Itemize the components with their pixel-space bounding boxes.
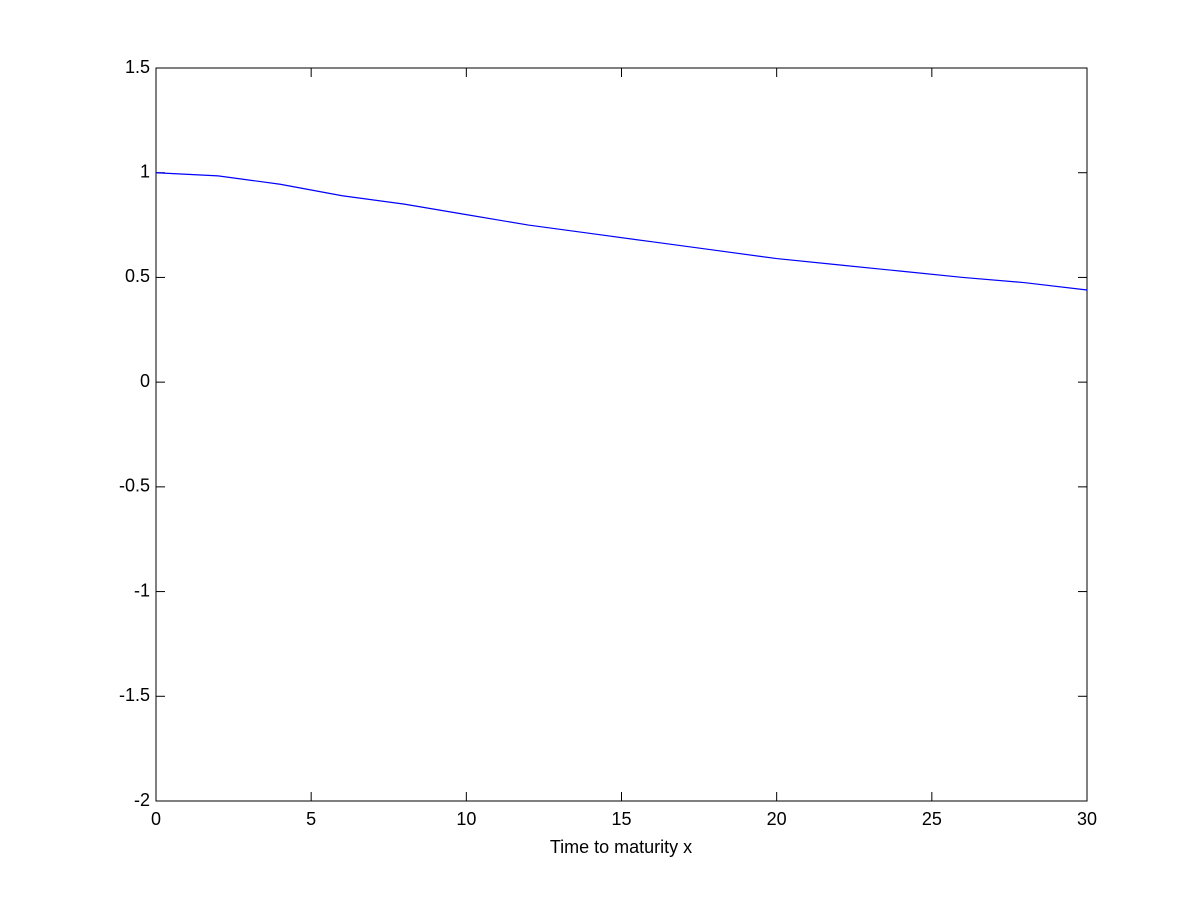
y-tick-label: 0.5 xyxy=(125,266,150,286)
y-tick-label: 1.5 xyxy=(125,57,150,77)
x-tick-label: 20 xyxy=(767,809,787,829)
y-tick-label: 1 xyxy=(140,161,150,181)
x-tick-label: 0 xyxy=(151,809,161,829)
y-tick-label: -2 xyxy=(134,790,150,810)
y-tick-label: -1.5 xyxy=(119,685,150,705)
x-axis-label: Time to maturity x xyxy=(550,837,692,857)
y-tick-label: -0.5 xyxy=(119,476,150,496)
x-tick-label: 25 xyxy=(922,809,942,829)
line xyxy=(155,172,1088,291)
y-tick-label: -1 xyxy=(134,580,150,600)
x-tick-label: 15 xyxy=(611,809,631,829)
plot-area xyxy=(155,67,1088,802)
y-tick-label: 0 xyxy=(140,371,150,391)
x-tick-label: 5 xyxy=(306,809,316,829)
x-tick-label: 10 xyxy=(456,809,476,829)
x-tick-label: 30 xyxy=(1077,809,1097,829)
